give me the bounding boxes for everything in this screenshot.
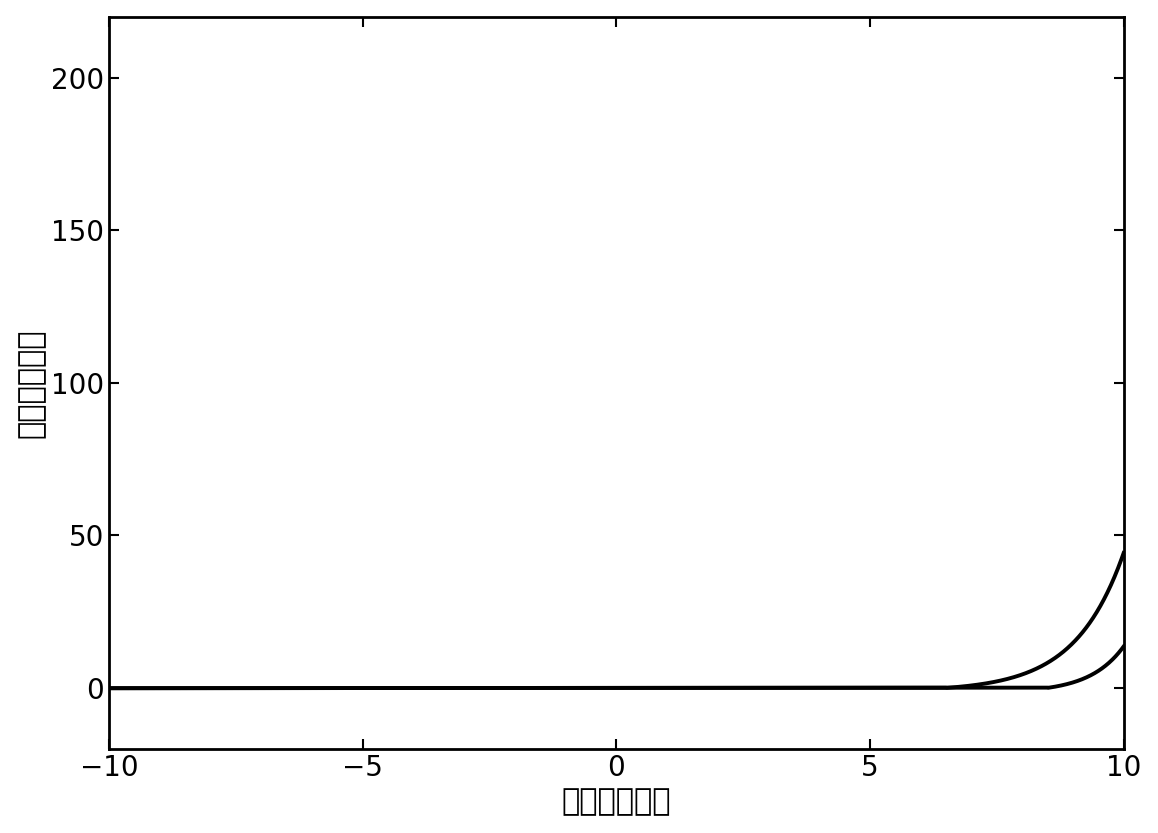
X-axis label: 电压（伏特）: 电压（伏特） <box>562 787 672 816</box>
Y-axis label: 电流（微安）: 电流（微安） <box>16 328 45 437</box>
